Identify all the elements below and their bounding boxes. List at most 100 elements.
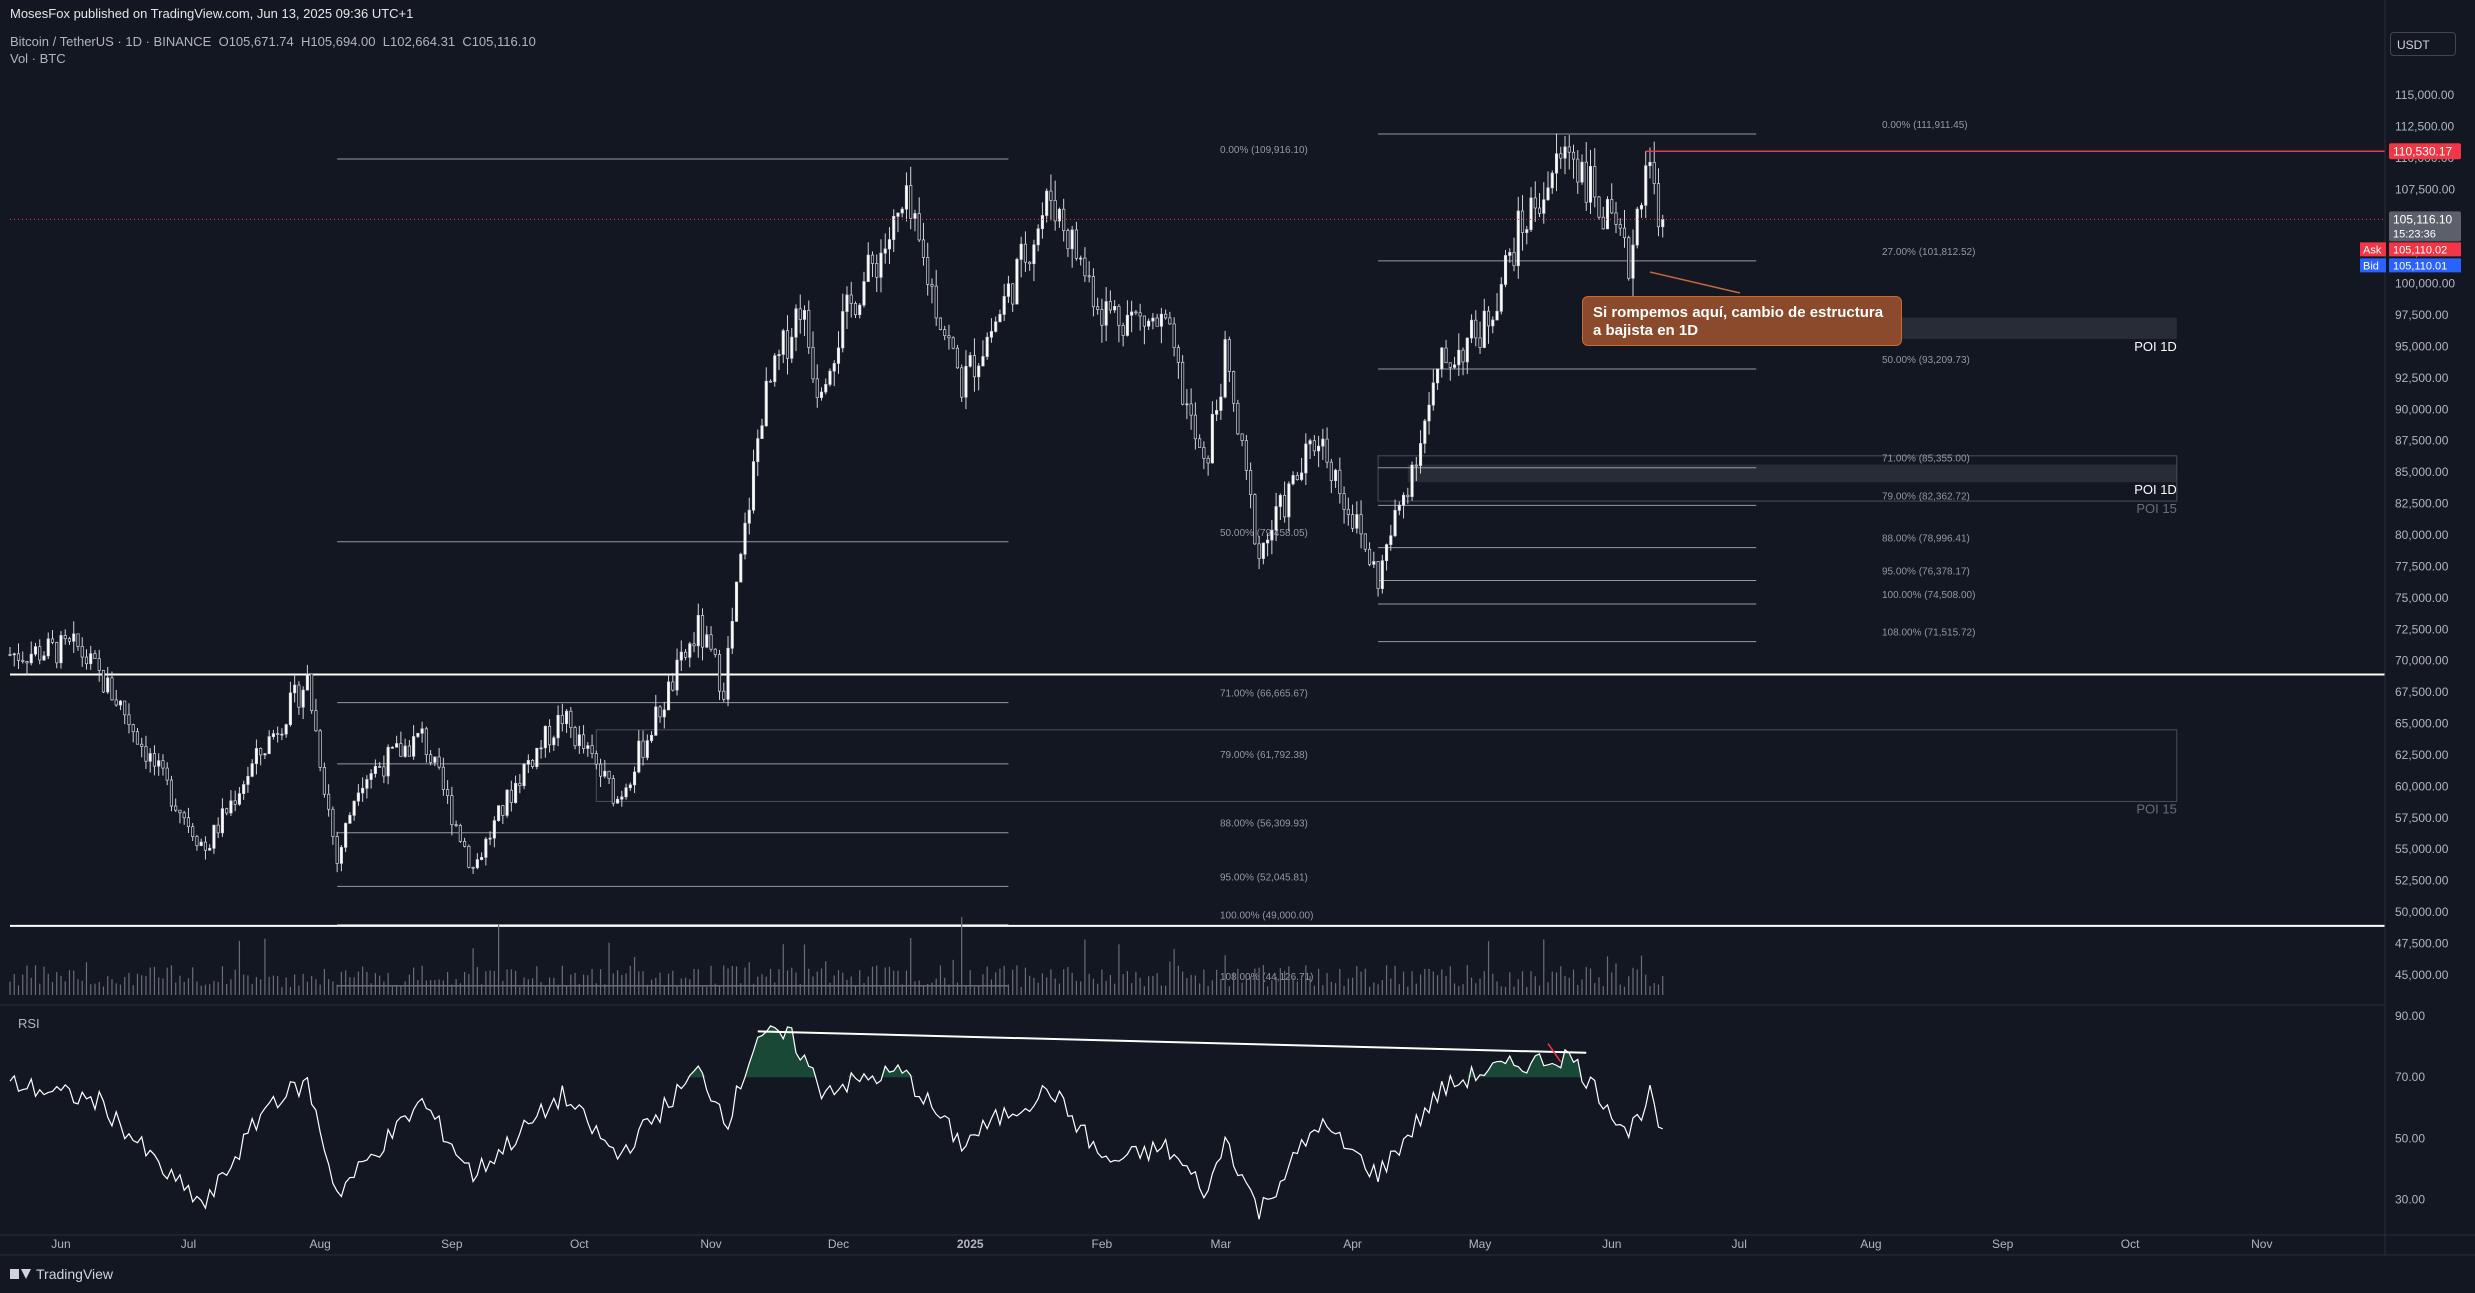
candle-body xyxy=(1525,229,1529,233)
candle-body xyxy=(1142,315,1146,327)
candle-body xyxy=(1304,443,1308,474)
candle-body xyxy=(883,248,887,254)
candle-body xyxy=(80,646,84,658)
candle-body xyxy=(1329,461,1333,481)
candle-body xyxy=(174,805,178,811)
last-price-tag xyxy=(2389,211,2461,242)
time-tick-label: May xyxy=(1469,1237,1492,1251)
candle-body xyxy=(1164,313,1168,319)
candle-body xyxy=(250,763,254,777)
candle-body xyxy=(875,263,879,278)
candle-body xyxy=(471,866,475,869)
candle-body xyxy=(977,365,981,378)
volume-legend[interactable]: Vol · BTC xyxy=(10,51,66,66)
candle-body xyxy=(441,766,445,790)
candle-body xyxy=(144,746,148,762)
time-tick-label: Jul xyxy=(181,1237,196,1251)
candle-body xyxy=(416,732,420,737)
candle-body xyxy=(135,731,140,745)
candle-body xyxy=(900,208,904,214)
time-tick-label: Sep xyxy=(1992,1237,2014,1251)
candle-body xyxy=(1334,469,1338,481)
candle-body xyxy=(1270,529,1274,541)
price-tick-label: 77,500.00 xyxy=(2395,559,2449,573)
candle-body xyxy=(751,461,756,511)
candle-body xyxy=(1057,208,1061,222)
time-tick-label: Jul xyxy=(1732,1237,1747,1251)
rsi-line xyxy=(9,1025,1663,1220)
candle-body xyxy=(1083,257,1087,277)
candle-body xyxy=(1283,494,1287,518)
candle-body xyxy=(1074,229,1078,259)
candle-body xyxy=(887,239,892,250)
poi-zone-label: POI 15 xyxy=(2136,501,2176,516)
candle-body xyxy=(960,367,964,398)
candle-body xyxy=(1138,312,1142,317)
publisher-line: MosesFox published on TradingView.com, J… xyxy=(10,6,414,21)
candle-body xyxy=(1023,243,1027,263)
candle-body xyxy=(501,805,505,816)
candle-body xyxy=(50,638,55,643)
candle-body xyxy=(1168,317,1172,325)
candle-body xyxy=(480,857,484,860)
candle-body xyxy=(1491,319,1495,327)
candle-body xyxy=(981,356,985,367)
candle-body xyxy=(909,185,913,219)
candle-body xyxy=(1185,403,1189,406)
candle-body xyxy=(67,638,72,642)
annotation-callout[interactable]: Si rompemos aquí, cambio de estructura a… xyxy=(1582,296,1902,346)
candle-body xyxy=(178,809,182,814)
candle-body xyxy=(1554,153,1559,174)
time-tick-label: Feb xyxy=(1092,1237,1113,1251)
candle-body xyxy=(1431,382,1435,406)
candle-body xyxy=(1206,457,1210,464)
candle-body xyxy=(301,689,305,708)
candle-body xyxy=(1359,514,1363,535)
candle-body xyxy=(284,724,288,735)
candle-body xyxy=(743,522,747,555)
candle-body xyxy=(208,847,212,851)
candle-body xyxy=(1134,311,1138,314)
fib-level-label: 0.00% (111,911.45) xyxy=(1882,120,1968,131)
candle-body xyxy=(1147,320,1151,327)
candle-body xyxy=(633,771,637,786)
candle-body xyxy=(42,655,46,661)
symbol-name[interactable]: Bitcoin / TetherUS · 1D · BINANCE xyxy=(10,34,212,49)
fib-level-label: 108.00% (71,515.72) xyxy=(1882,628,1975,639)
candle-body xyxy=(1584,161,1588,203)
candle-body xyxy=(985,336,989,357)
candle-body xyxy=(1028,261,1032,265)
candle-body xyxy=(229,800,233,814)
candle-body xyxy=(739,553,743,583)
currency-button[interactable]: USDT xyxy=(2390,32,2456,56)
price-tick-label: 95,000.00 xyxy=(2395,339,2449,353)
candle-body xyxy=(1287,483,1291,518)
poi-zone xyxy=(1377,455,2178,502)
candle-body xyxy=(1346,508,1350,515)
candle-body xyxy=(259,748,263,756)
candle-body xyxy=(497,805,501,821)
candle-body xyxy=(220,808,224,834)
candle-body xyxy=(1444,347,1448,364)
candle-body xyxy=(446,789,450,796)
countdown-text: 15:23:36 xyxy=(2393,228,2436,240)
candle-body xyxy=(802,310,807,320)
candle-body xyxy=(972,355,976,378)
candle-body xyxy=(38,646,42,661)
rsi-legend[interactable]: RSI xyxy=(18,1016,40,1031)
candle-body xyxy=(722,690,726,700)
candle-body xyxy=(1520,210,1525,233)
candle-body xyxy=(1274,506,1278,531)
fib-level-label: 79.00% (82,362.72) xyxy=(1882,491,1970,502)
candle-body xyxy=(297,684,301,708)
candle-body xyxy=(955,347,960,369)
candle-body xyxy=(645,740,649,758)
candle-body xyxy=(590,745,594,754)
candle-body xyxy=(1053,200,1057,222)
candle-body xyxy=(1550,172,1554,189)
price-tick-label: 92,500.00 xyxy=(2395,371,2449,385)
candle-body xyxy=(1546,187,1550,201)
candle-body xyxy=(573,727,577,747)
candle-body xyxy=(700,615,705,648)
